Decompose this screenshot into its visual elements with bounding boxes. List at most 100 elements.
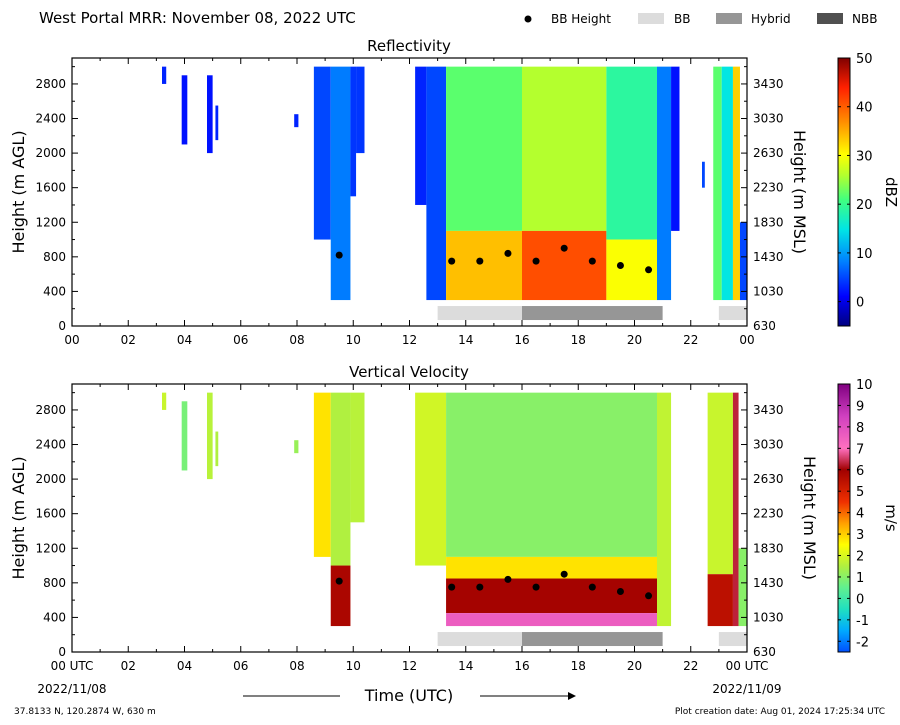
- y-axis-right-label: Height (m MSL): [790, 130, 809, 254]
- colorbar-tick-label: 8: [856, 421, 864, 436]
- y-tick-label: 2400: [35, 112, 66, 126]
- x-tick-label: 00 UTC: [51, 659, 94, 673]
- echo-cell: [732, 66, 740, 301]
- bb-height-point: [335, 251, 343, 259]
- vertical-velocity-panel: Vertical Velocity Height (m AGL) Height …: [9, 363, 900, 673]
- bb-height-point: [448, 583, 456, 591]
- echo-cell: [702, 161, 705, 188]
- x-tick-label: 04: [177, 659, 192, 673]
- x-tick-label: 02: [121, 333, 136, 347]
- x-tick-label: 00: [739, 333, 754, 347]
- figure-title: West Portal MRR: November 08, 2022 UTC: [39, 9, 356, 27]
- colorbar-tick-label: 4: [856, 507, 864, 522]
- bb-height-point: [504, 249, 512, 257]
- x-tick-label: 18: [571, 659, 586, 673]
- x-tick-label: 12: [402, 659, 417, 673]
- echo-cell: [739, 222, 747, 301]
- y-axis-right-label: Height (m MSL): [800, 456, 819, 580]
- x-tick-label: 20: [627, 333, 642, 347]
- classification-bar-bb: [718, 632, 747, 647]
- echo-cell: [207, 75, 213, 154]
- y-axis-label: Height (m AGL): [9, 456, 28, 579]
- echo-cell: [446, 230, 522, 301]
- echo-cell: [162, 392, 167, 410]
- colorbar-scale: [837, 383, 851, 653]
- x-tick-label: 18: [571, 333, 586, 347]
- y-tick-label: 0: [58, 645, 66, 659]
- x-tick-label: 06: [233, 333, 248, 347]
- classification-bar-hybrid: [522, 632, 663, 647]
- reflectivity-panel: Reflectivity Height (m AGL) Height (m MS…: [9, 37, 900, 347]
- bb-legend-label: BB: [674, 12, 690, 26]
- bb-height-point: [448, 257, 456, 265]
- colorbar-tick-label: 6: [856, 464, 864, 479]
- colorbar-tick-label: -1: [856, 614, 869, 629]
- echo-cell: [713, 66, 722, 301]
- end-date: 2022/11/09: [712, 682, 781, 696]
- classification-bar-bb: [437, 632, 522, 647]
- y-right-tick-label: 1830: [753, 215, 784, 229]
- nbb-legend-label: NBB: [852, 12, 877, 26]
- y-tick-label: 2000: [35, 472, 66, 486]
- x-tick-label: 00: [64, 333, 79, 347]
- colorbar-label: dBZ: [882, 177, 900, 207]
- y-tick-label: 1200: [35, 541, 66, 555]
- x-tick-label: 10: [346, 333, 361, 347]
- y-right-tick-label: 1430: [753, 250, 784, 264]
- colorbar-tick-label: 3: [856, 528, 864, 543]
- colorbar-label: m/s: [882, 504, 900, 532]
- bb-height-point: [532, 257, 540, 265]
- colorbar-tick-label: -2: [856, 635, 869, 650]
- colorbar-tick-label: 5: [856, 485, 864, 500]
- x-tick-label: 14: [458, 333, 473, 347]
- y-right-tick-label: 630: [753, 319, 776, 333]
- colorbar-tick-label: 50: [856, 52, 873, 67]
- echo-cell: [181, 401, 188, 471]
- echo-cell: [350, 392, 365, 523]
- bb-legend-swatch: [638, 13, 664, 24]
- echo-cell: [446, 578, 657, 614]
- panel-title: Reflectivity: [367, 37, 451, 55]
- hybrid-legend-label: Hybrid: [751, 12, 791, 26]
- y-right-tick-label: 1030: [753, 610, 784, 624]
- echo-cell: [522, 230, 607, 301]
- echo-cell: [350, 66, 357, 197]
- y-tick-label: 400: [43, 610, 66, 624]
- colorbar-tick-label: 20: [856, 198, 873, 213]
- header-legend: BB Height BB Hybrid NBB: [524, 12, 877, 26]
- bb-height-point: [476, 257, 484, 265]
- colorbar-tick-label: 1: [856, 571, 864, 586]
- y-right-tick-label: 3030: [753, 438, 784, 452]
- y-tick-label: 400: [43, 284, 66, 298]
- echo-cell: [732, 392, 739, 627]
- y-right-tick-label: 1030: [753, 284, 784, 298]
- creation-date-text: Plot creation date: Aug 01, 2024 17:25:3…: [675, 707, 885, 717]
- colorbar-tick-label: 10: [856, 247, 873, 262]
- x-tick-label: 00 UTC: [726, 659, 769, 673]
- echo-cell: [721, 66, 733, 301]
- echo-cell: [330, 66, 351, 301]
- bb-height-point: [616, 587, 624, 595]
- colorbar-tick-label: 30: [856, 149, 873, 164]
- location-text: 37.8133 N, 120.2874 W, 630 m: [14, 707, 156, 717]
- plot-area: 00 02 04 06 08 10 12 14 16 18 20 22 0004008001200160…: [35, 57, 784, 347]
- y-right-tick-label: 630: [753, 645, 776, 659]
- bb-height-point: [532, 583, 540, 591]
- colorbar: 0 10 20 30 40 50 dBZ: [837, 52, 900, 327]
- echo-cell: [356, 66, 365, 154]
- x-tick-label: 12: [402, 333, 417, 347]
- x-tick-label: 06: [233, 659, 248, 673]
- colorbar-scale: [837, 57, 851, 327]
- x-tick-label: 10: [346, 659, 361, 673]
- nbb-legend-swatch: [817, 13, 843, 24]
- x-tick-label: 08: [289, 333, 304, 347]
- echo-cell: [330, 392, 351, 566]
- y-tick-label: 2400: [35, 438, 66, 452]
- echo-cell: [426, 66, 447, 301]
- x-tick-label: 16: [514, 659, 529, 673]
- x-tick-label: 22: [683, 659, 698, 673]
- colorbar-tick-label: 0: [856, 296, 864, 311]
- echo-cell: [446, 66, 522, 231]
- y-tick-label: 2000: [35, 146, 66, 160]
- echo-cell: [294, 114, 299, 128]
